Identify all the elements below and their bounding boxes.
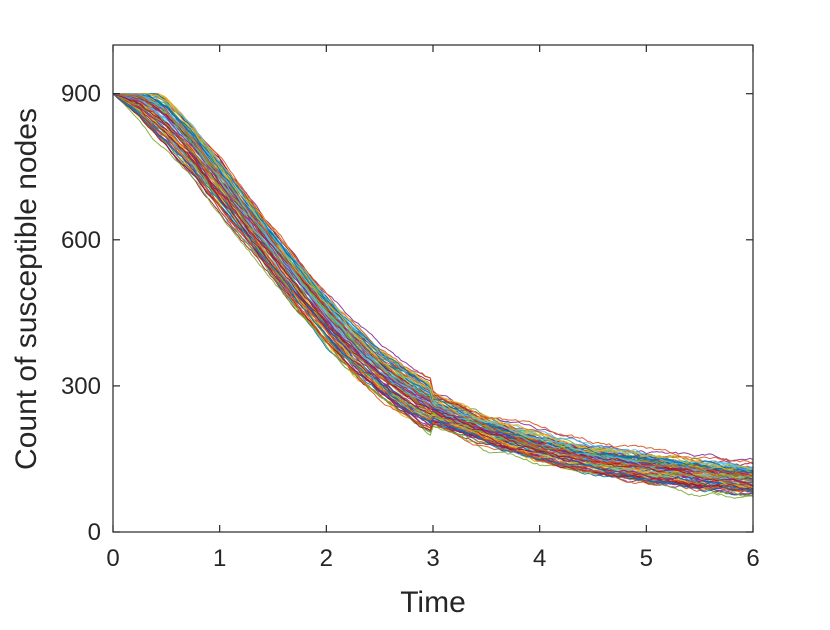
- series-line: [112, 93, 754, 486]
- series-line: [112, 93, 754, 491]
- series-line: [112, 93, 754, 476]
- series-line: [113, 93, 754, 464]
- x-axis-label: Time: [400, 586, 466, 619]
- y-tick-label: 0: [88, 519, 101, 546]
- series-layer: [112, 93, 754, 499]
- y-axis-label: Count of susceptible nodes: [10, 108, 43, 470]
- x-tick-label: 2: [320, 545, 333, 572]
- y-tick-label: 300: [61, 373, 101, 400]
- y-tick-label: 600: [61, 227, 101, 254]
- x-tick-label: 3: [426, 545, 439, 572]
- x-tick-label: 0: [106, 545, 119, 572]
- x-tick-label: 4: [533, 545, 546, 572]
- x-tick-label: 6: [746, 545, 759, 572]
- ticks-layer: 0 1 2 3 4 5 6 0 300 600 900: [61, 45, 760, 572]
- plot-background: [113, 45, 753, 532]
- series-line: [112, 93, 754, 487]
- x-tick-label: 1: [213, 545, 226, 572]
- x-tick-label: 5: [640, 545, 653, 572]
- series-line: [112, 93, 754, 478]
- series-line: [112, 93, 754, 484]
- y-tick-label: 900: [61, 81, 101, 108]
- series-line: [112, 93, 754, 493]
- series-line: [113, 93, 754, 471]
- series-line: [112, 93, 754, 481]
- series-line: [113, 93, 754, 470]
